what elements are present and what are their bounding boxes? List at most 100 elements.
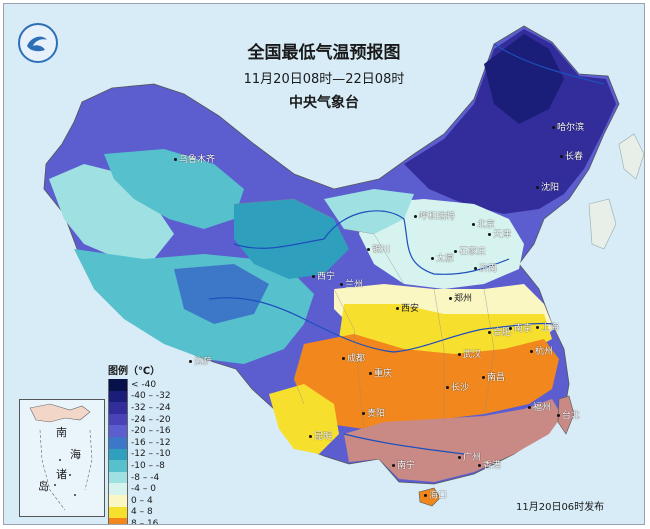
legend-label: -10 – -8: [131, 460, 165, 471]
legend-swatch: [108, 494, 128, 507]
city-lanzhou: 兰州: [340, 277, 363, 290]
south-china-sea-inset: 南 海 诸 岛: [19, 399, 105, 517]
legend-label: -12 – -10: [131, 449, 171, 460]
inset-label-3: 诸: [56, 468, 67, 481]
legend-label: < -40: [131, 379, 157, 390]
legend-row: -8 – -4: [108, 471, 178, 484]
city-jinan: 济南: [474, 261, 497, 274]
legend-label: 0 – 4: [131, 495, 153, 506]
issued-time: 11月20日06时发布: [516, 502, 605, 513]
zone-west-cyan: [104, 149, 244, 229]
china-land: [43, 25, 620, 507]
legend-label: -20 – -16: [131, 426, 171, 437]
province-borders: [233, 198, 495, 430]
zone-west-light: [49, 164, 174, 259]
city-yinchuan: 银川: [367, 242, 390, 255]
city-chongqing: 重庆: [369, 366, 392, 379]
legend-swatch: [108, 518, 128, 524]
legend-label: -16 – -12: [131, 437, 171, 448]
legend-row: -12 – -10: [108, 448, 178, 461]
issuing-agency: 中央气象台: [289, 95, 359, 111]
legend-label: -40 – -32: [131, 391, 171, 402]
city-beijing: 北京: [472, 217, 495, 230]
city-chengdu: 成都: [342, 351, 365, 364]
zone-far-south: [344, 399, 562, 482]
legend-title: 图例（℃）: [108, 366, 161, 377]
zone-yunnan: [269, 384, 339, 454]
cma-logo-icon: [18, 23, 58, 63]
city-tianjin: 天津: [488, 227, 511, 240]
map-title: 全国最低气温预报图: [247, 43, 401, 63]
legend-swatch: [108, 471, 128, 484]
legend-row: 0 – 4: [108, 494, 178, 507]
legend-rows: < -40 -40 – -32 -32 – -24 -24 – -20 -20 – -1…: [108, 379, 178, 525]
city-lhasa: 拉萨: [189, 354, 212, 367]
city-kunming: 昆明: [309, 429, 332, 442]
city-nanchang: 南昌: [482, 370, 505, 383]
inset-label-4: 岛: [38, 480, 49, 493]
legend-label: -4 – 0: [131, 484, 156, 495]
yellow-river: [233, 210, 510, 275]
city-harbin: 哈尔滨: [552, 120, 584, 133]
legend-label: 8 – 16: [131, 518, 159, 525]
legend-row: 4 – 8: [108, 506, 178, 519]
rivers: [208, 43, 605, 455]
inset-label-1: 南: [56, 426, 67, 439]
pearl-river: [343, 433, 465, 455]
legend-swatch: [108, 413, 128, 426]
legend-row: -32 – -24: [108, 402, 178, 414]
city-taipei: 台北: [557, 408, 580, 421]
zone-northeast-deep: [484, 34, 564, 124]
zone-qinghai: [234, 199, 349, 279]
city-hohhot: 呼和浩特: [414, 209, 455, 222]
city-nanjing: 南京: [509, 321, 532, 334]
city-shijiazhuang: 石家庄: [454, 244, 486, 257]
city-shanghai: 上海: [536, 320, 559, 333]
legend-label: -8 – -4: [131, 472, 160, 483]
city-urumqi: 乌鲁木齐: [174, 152, 215, 165]
legend-swatch: [108, 483, 128, 495]
neighbour-land: [588, 133, 644, 250]
city-haikou: 海口: [424, 488, 447, 501]
city-fuzhou: 福州: [528, 400, 551, 413]
heilong-river: [493, 43, 605, 85]
city-guangzhou: 广州: [458, 450, 481, 463]
zone-northeast: [404, 29, 616, 214]
temperature-map: [43, 25, 644, 507]
legend-row: -24 – -20: [108, 413, 178, 426]
city-xining: 西宁: [312, 269, 335, 282]
legend-swatch: [108, 379, 128, 391]
city-wuhan: 武汉: [458, 347, 481, 360]
legend-swatch: [108, 436, 128, 449]
legend: 图例（℃） < -40 -40 – -32 -32 – -24 -24 – -20 -2…: [108, 362, 178, 525]
city-zhengzhou: 郑州: [449, 291, 472, 304]
legend-swatch: [108, 390, 128, 403]
city-xian: 西安: [396, 301, 419, 314]
legend-swatch: [108, 402, 128, 414]
legend-label: 4 – 8: [131, 507, 153, 518]
city-nanning: 南宁: [392, 458, 415, 471]
city-shenyang: 沈阳: [536, 180, 559, 193]
inset-map: [29, 403, 93, 511]
city-taiyuan: 太原: [431, 251, 454, 264]
legend-swatch: [108, 448, 128, 461]
legend-row: 8 – 16: [108, 518, 178, 525]
zone-north-plain: [359, 199, 524, 289]
legend-row: -10 – -8: [108, 460, 178, 472]
inset-label-2: 海: [70, 448, 81, 461]
forecast-period: 11月20日08时—22日08时: [243, 72, 405, 87]
city-hongkong: 香港: [478, 458, 501, 471]
taiwan: [557, 395, 575, 435]
hainan: [418, 487, 441, 507]
legend-label: -24 – -20: [131, 414, 171, 425]
legend-row: < -40: [108, 379, 178, 391]
legend-label: -32 – -24: [131, 402, 171, 413]
legend-swatch: [108, 425, 128, 437]
city-hangzhou: 杭州: [530, 344, 553, 357]
yangtze-river: [208, 297, 555, 353]
map-frame: 全国最低气温预报图 11月20日08时—22日08时 中央气象台 乌鲁木齐 哈尔…: [3, 3, 645, 525]
legend-swatch: [108, 460, 128, 472]
legend-row: -40 – -32: [108, 390, 178, 403]
legend-swatch: [108, 506, 128, 519]
legend-row: -20 – -16: [108, 425, 178, 437]
